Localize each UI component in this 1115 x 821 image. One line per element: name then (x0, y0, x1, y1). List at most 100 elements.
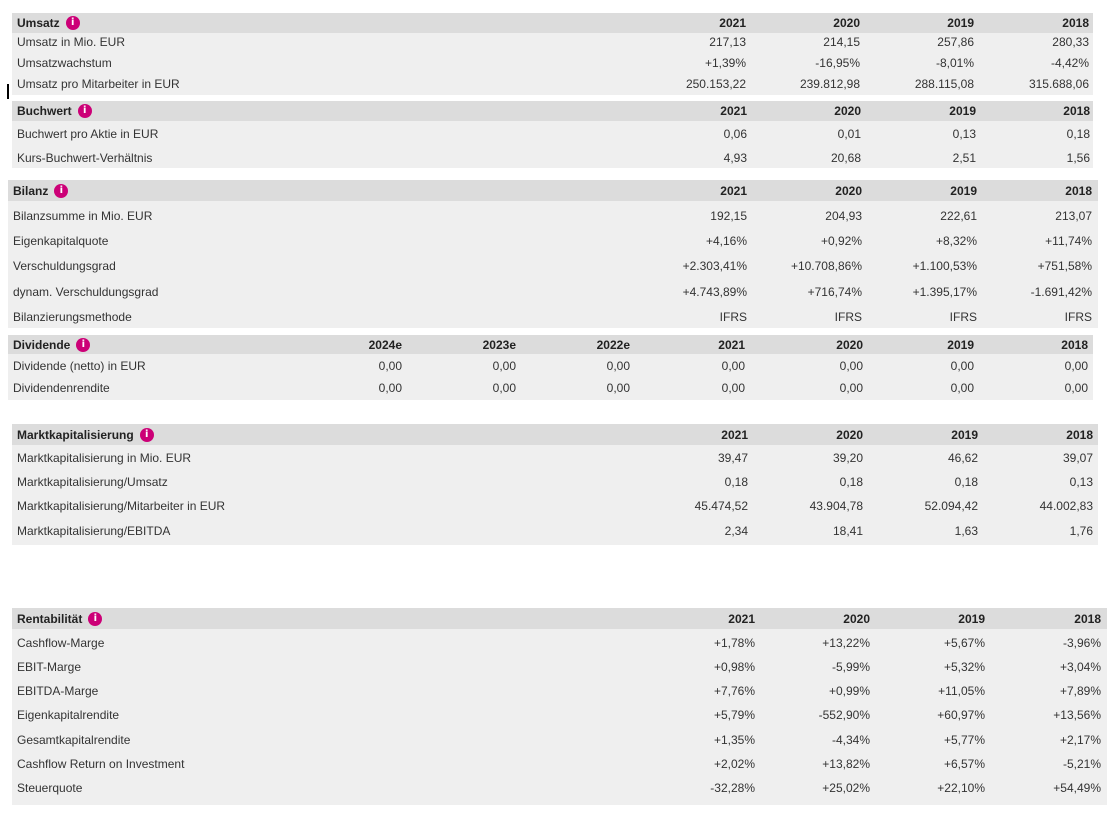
row-label: Steuerquote (17, 781, 83, 795)
row-label: Buchwert pro Aktie in EUR (17, 127, 159, 141)
cell-value: +60,97% (937, 708, 985, 722)
cell-value: 315.688,06 (1028, 77, 1089, 91)
cell-value: 44.002,83 (1039, 499, 1093, 513)
table-row: Marktkapitalisierung/Mitarbeiter in EUR 4… (12, 496, 1098, 516)
table-row: Eigenkapitalquote +4,16% +0,92% +8,32% +11,7… (8, 231, 1098, 251)
table-row: EBITDA-Marge +7,76% +0,99% +11,05% +7,89% (12, 681, 1107, 701)
cell-value: 192,15 (710, 209, 747, 223)
table-row: Umsatz in Mio. EUR 217,13 214,15 257,86 280,… (12, 32, 1093, 52)
row-label: Dividendenrendite (13, 381, 110, 395)
info-icon[interactable]: i (88, 611, 103, 626)
row-label: Marktkapitalisierung in Mio. EUR (17, 451, 192, 465)
cell-value: 52.094,42 (924, 499, 978, 513)
table-row: Dividende (netto) in EUR 0,00 0,00 0,00 0,00… (8, 356, 1093, 376)
year-header: 2020 (836, 337, 863, 352)
cell-value: 1,56 (1066, 151, 1090, 165)
cell-value: +5,77% (943, 733, 985, 747)
cell-value: +11,74% (1045, 234, 1092, 248)
cell-value: +6,57% (943, 757, 985, 771)
cell-value: +2.303,41% (682, 259, 747, 273)
section-dividende: Dividende i 2024e 2023e 2022e 2021 2020 2019 201… (8, 335, 1093, 400)
row-label: Bilanzsumme in Mio. EUR (13, 209, 153, 223)
table-row: Cashflow Return on Investment +2,02% +13,8… (12, 754, 1107, 774)
table-row: Gesamtkapitalrendite +1,35% -4,34% +5,77% +2… (12, 730, 1107, 750)
year-header: 2020 (833, 16, 860, 30)
table-row: Marktkapitalisierung in Mio. EUR 39,47 39,… (12, 448, 1098, 468)
cell-value: +10.708,86% (790, 259, 862, 273)
year-header: 2018 (1061, 337, 1088, 352)
row-label: Cashflow Return on Investment (17, 757, 185, 771)
cell-value: -3,96% (1062, 636, 1101, 650)
row-label: Verschuldungsgrad (13, 259, 116, 273)
cell-value: 0,00 (606, 359, 630, 373)
year-header: 2018 (1066, 427, 1093, 442)
cell-value: -4,34% (831, 733, 870, 747)
section-title: Bilanz (13, 183, 49, 198)
year-header: 2021 (721, 427, 748, 442)
cell-value: +1.395,17% (912, 285, 977, 299)
cell-value: 239.812,98 (799, 77, 860, 91)
cell-value: -8,01% (935, 56, 974, 70)
info-icon[interactable]: i (65, 16, 80, 30)
cell-value: +5,79% (713, 708, 755, 722)
info-icon[interactable]: i (77, 104, 92, 118)
cell-value: -16,95% (815, 56, 860, 70)
cell-value: +1,35% (713, 733, 755, 747)
cell-value: -1.691,42% (1030, 285, 1092, 299)
cell-value: +13,56% (1053, 708, 1101, 722)
info-icon[interactable]: i (139, 427, 154, 442)
cell-value: +8,32% (935, 234, 977, 248)
cell-value: 46,62 (947, 451, 978, 465)
cell-value: 1,76 (1069, 524, 1093, 538)
cell-value: 43.904,78 (809, 499, 863, 513)
cell-value: 0,00 (950, 359, 974, 373)
cell-value: IFRS (1064, 310, 1092, 324)
section-title: Marktkapitalisierung (17, 427, 134, 442)
year-header: 2020 (835, 183, 862, 198)
year-header: 2023e (482, 337, 516, 352)
cell-value: -5,99% (831, 660, 870, 674)
info-icon[interactable]: i (54, 183, 69, 198)
table-row: dynam. Verschuldungsgrad +4.743,89% +716,7… (8, 282, 1098, 302)
cell-value: +751,58% (1037, 259, 1092, 273)
year-header: 2020 (843, 611, 870, 626)
cell-value: 2,51 (952, 151, 976, 165)
year-header: 2019 (949, 104, 976, 118)
year-header: 2024e (368, 337, 402, 352)
row-label: Eigenkapitalrendite (17, 708, 120, 722)
cell-value: +13,22% (822, 636, 870, 650)
cell-value: 0,01 (837, 127, 861, 141)
cell-value: 280,33 (1052, 35, 1089, 49)
cell-value: -32,28% (710, 781, 755, 795)
cell-value: 0,00 (492, 359, 516, 373)
table-row: Bilanzierungsmethode IFRS IFRS IFRS IFRS (8, 307, 1098, 327)
cell-value: +54,49% (1053, 781, 1101, 795)
section-header: Marktkapitalisierung i 2021 2020 2019 2018 (12, 424, 1098, 445)
cell-value: 2,34 (724, 524, 748, 538)
cell-value: 0,00 (1064, 381, 1088, 395)
section-umsatz: Umsatz i 2021 2020 2019 2018 Umsatz in Mio. EU… (12, 13, 1093, 95)
cell-value: +2,02% (713, 757, 755, 771)
cell-value: 0,18 (839, 475, 863, 489)
section-title: Umsatz (17, 16, 60, 30)
row-label: Umsatz pro Mitarbeiter in EUR (17, 77, 180, 91)
table-row: Eigenkapitalrendite +5,79% -552,90% +60,97%… (12, 705, 1107, 725)
cell-value: IFRS (949, 310, 977, 324)
cell-value: 0,06 (723, 127, 747, 141)
section-title: Dividende (13, 337, 71, 352)
cell-value: 39,07 (1062, 451, 1093, 465)
cell-value: 0,00 (721, 381, 745, 395)
cell-value: 20,68 (830, 151, 861, 165)
year-header: 2018 (1063, 104, 1090, 118)
cell-value: 213,07 (1055, 209, 1092, 223)
table-row: Cashflow-Marge +1,78% +13,22% +5,67% -3,96% (12, 633, 1107, 653)
year-header: 2018 (1062, 16, 1089, 30)
section-title: Rentabilität (17, 611, 83, 626)
cell-value: 214,15 (823, 35, 860, 49)
year-header: 2019 (958, 611, 985, 626)
cell-value: 288.115,08 (914, 77, 974, 91)
cell-value: IFRS (719, 310, 747, 324)
cell-value: 0,00 (839, 381, 863, 395)
cell-value: +13,82% (822, 757, 870, 771)
info-icon[interactable]: i (76, 337, 91, 352)
